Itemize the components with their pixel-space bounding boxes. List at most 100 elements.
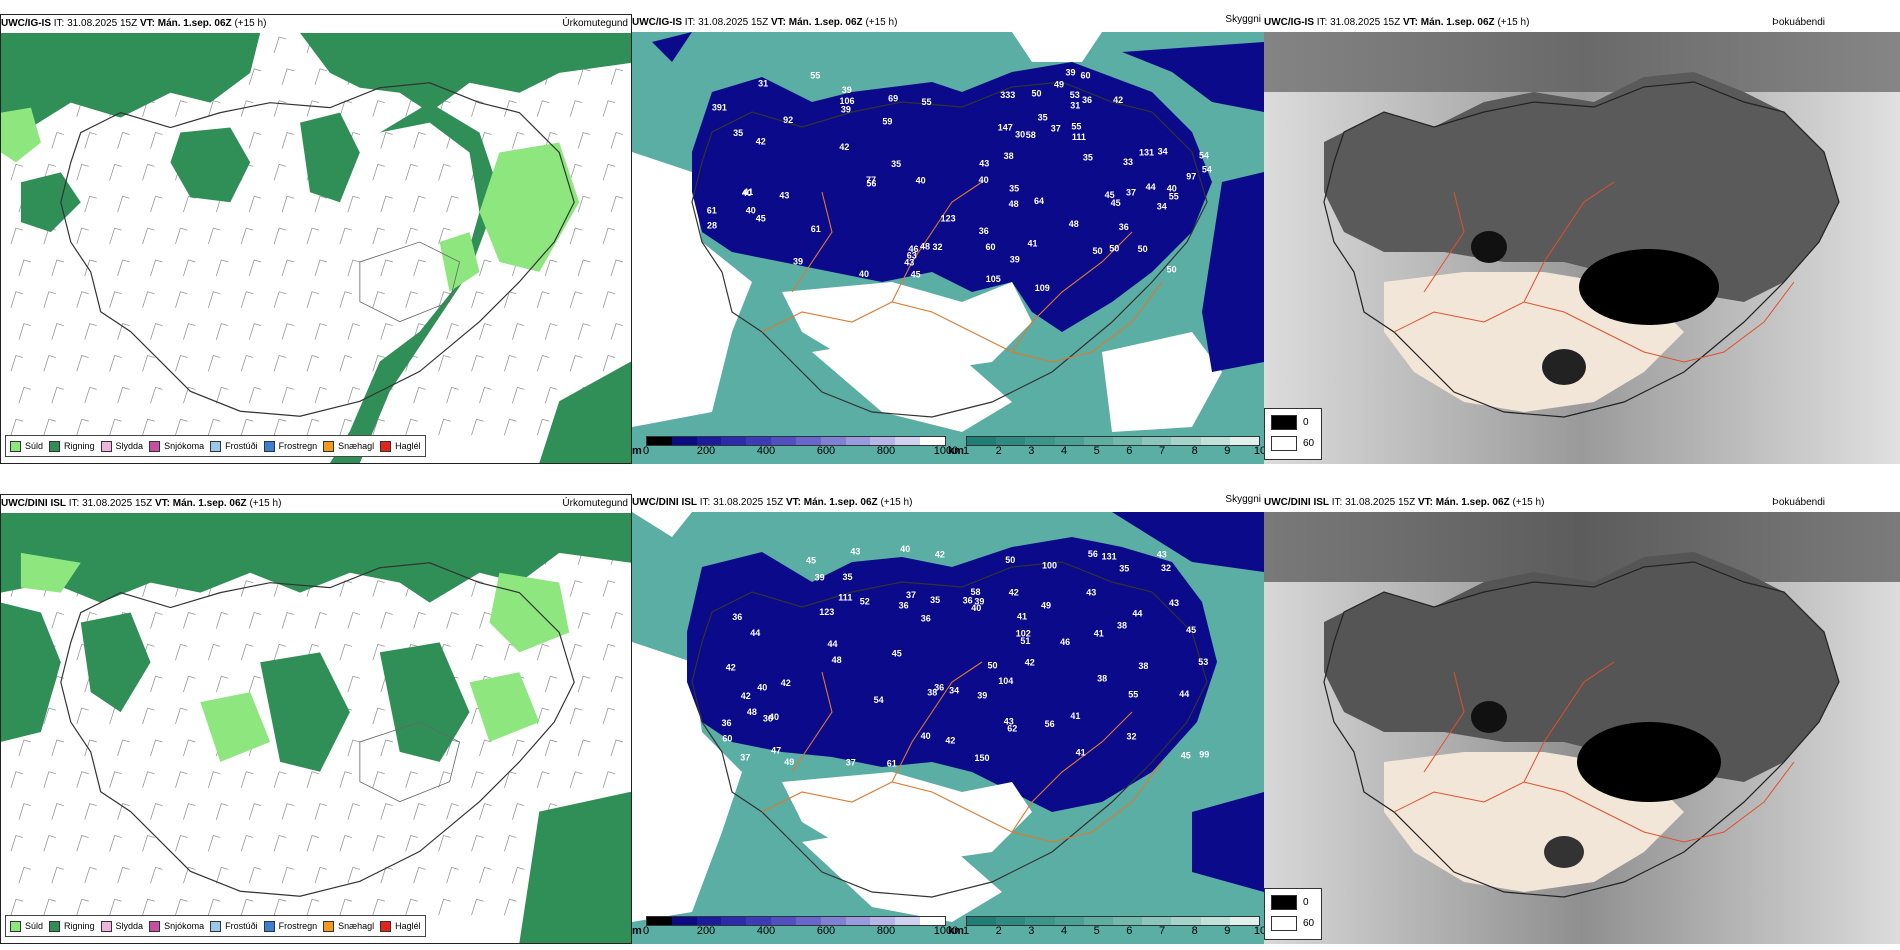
cloud-base-label: 42 [726, 662, 736, 672]
cloud-base-label: 35 [733, 128, 743, 138]
iceland-outline [60, 562, 575, 897]
wind-barb [175, 100, 188, 117]
wind-barb [142, 227, 155, 245]
scale-tick-label: 8 [1191, 925, 1198, 937]
good-visibility-area [632, 642, 742, 922]
wind-barb [610, 195, 624, 213]
good-visibility-area [632, 512, 692, 537]
dry-area [1542, 349, 1586, 385]
cloud-base-label: 36 [963, 595, 973, 605]
wind-barb [240, 100, 254, 117]
wind-barb [314, 259, 328, 276]
wind-barb [240, 835, 254, 852]
cloud-base-label: 47 [771, 746, 781, 756]
wind-barb [471, 291, 484, 308]
legend-swatch [10, 920, 21, 932]
cloud-base-label: 41 [1076, 748, 1086, 758]
scale-tick-label: 6 [1126, 445, 1133, 457]
wind-barb [109, 355, 122, 372]
cloud-base-label: 35 [891, 159, 901, 169]
wind-barb [183, 386, 196, 404]
cloud-base-label: 58 [1026, 130, 1036, 140]
model-name: UWC/DINI ISL [1, 498, 66, 509]
wind-barb [347, 259, 360, 276]
legend-label: Haglél [395, 921, 421, 931]
wind-barb [281, 68, 295, 85]
drizzle-area [479, 142, 580, 272]
wind-barb [215, 803, 229, 820]
legend-label: Haglél [395, 441, 421, 451]
cloud-base-label: 38 [1004, 151, 1014, 161]
cloud-base-label: 46 [909, 244, 919, 254]
wind-barb [314, 386, 328, 404]
issue-time: IT: 31.08.2025 15Z [68, 498, 153, 509]
wind-barb [602, 707, 616, 725]
cloud-base-label: 36 [899, 601, 909, 611]
wind-barb [339, 643, 352, 661]
legend-label: Súld [25, 441, 44, 451]
wind-barb [544, 323, 558, 340]
scale-segment [771, 437, 796, 445]
cloud-base-label: 37 [740, 752, 750, 762]
scale-segment [996, 437, 1026, 445]
legend-swatch [323, 440, 335, 452]
legend-item: Haglél [380, 920, 421, 932]
wind-barb [471, 643, 484, 661]
cloud-base-label: 41 [1094, 628, 1104, 638]
wind-barb [10, 163, 24, 181]
wind-barb [109, 291, 122, 308]
low-cloud-area [692, 62, 1212, 332]
wind-barb [109, 227, 122, 245]
cloud-base-label: 41 [1070, 711, 1080, 721]
wind-barb [347, 803, 360, 820]
cloud-base-label: 53 [1070, 90, 1080, 100]
precip-legend: Súld Rigning Slydda Snjókoma Frostúði Fr… [5, 915, 426, 937]
wind-barb [610, 68, 624, 85]
cloud-base-label: 123 [941, 214, 956, 224]
fog-index-legend: 0 60 [1264, 888, 1322, 940]
low-cloud-area [1112, 512, 1264, 572]
good-visibility-area [1012, 32, 1102, 62]
scale-tick-label: 9 [1224, 925, 1231, 937]
wind-barb [183, 323, 196, 340]
cloud-base-label: 42 [945, 735, 955, 745]
scale-segment [1113, 437, 1143, 445]
wind-barb [536, 707, 550, 725]
wind-barb [413, 259, 426, 276]
cloud-base-label: 43 [1086, 588, 1096, 598]
scale-segment [1025, 437, 1055, 445]
wind-barb [76, 707, 89, 725]
cloud-base-label: 64 [1034, 196, 1044, 206]
cloud-base-labels: 55 60 45 58 55 55 53 46 42 50 42 92 61 54 40 39 39 34 56 54… [707, 68, 1212, 294]
wind-barb [380, 195, 393, 213]
cloud-base-label: 39 [841, 105, 851, 115]
wind-barb [18, 386, 32, 404]
wind-barb [602, 163, 616, 181]
cloud-base-label: 43 [1169, 598, 1179, 608]
cloud-base-label: 42 [935, 550, 945, 560]
good-visibility-area [1102, 332, 1222, 432]
cloud-base-label: 69 [888, 93, 898, 103]
wind-barb [577, 195, 591, 213]
legend-swatch [1271, 895, 1297, 910]
wind-barb [372, 355, 385, 372]
scale-segment [1229, 917, 1260, 925]
wind-barb [446, 866, 459, 884]
wind-barb [306, 835, 320, 852]
wind-barb [504, 100, 517, 117]
cloud-base-label: 50 [1005, 555, 1015, 565]
wind-barb [471, 355, 484, 372]
scale-segment [1025, 917, 1055, 925]
scale-segment [1083, 917, 1114, 925]
low-cloud-area [1192, 792, 1264, 892]
fog-index-panel-bottom: UWC/DINI ISL IT: 31.08.2025 15Z VT: Mán.… [1264, 494, 1900, 944]
dry-area [1471, 231, 1507, 263]
cloud-base-label: 51 [1020, 636, 1030, 646]
rain-area [519, 791, 631, 943]
cloud-base-label: 41 [743, 187, 753, 197]
drizzle-area [200, 692, 271, 762]
wind-barb [175, 835, 188, 852]
legend-label: Slydda [115, 921, 144, 931]
cloud-base-label: 54 [874, 695, 884, 705]
model-name: UWC/DINI ISL [1264, 497, 1329, 508]
